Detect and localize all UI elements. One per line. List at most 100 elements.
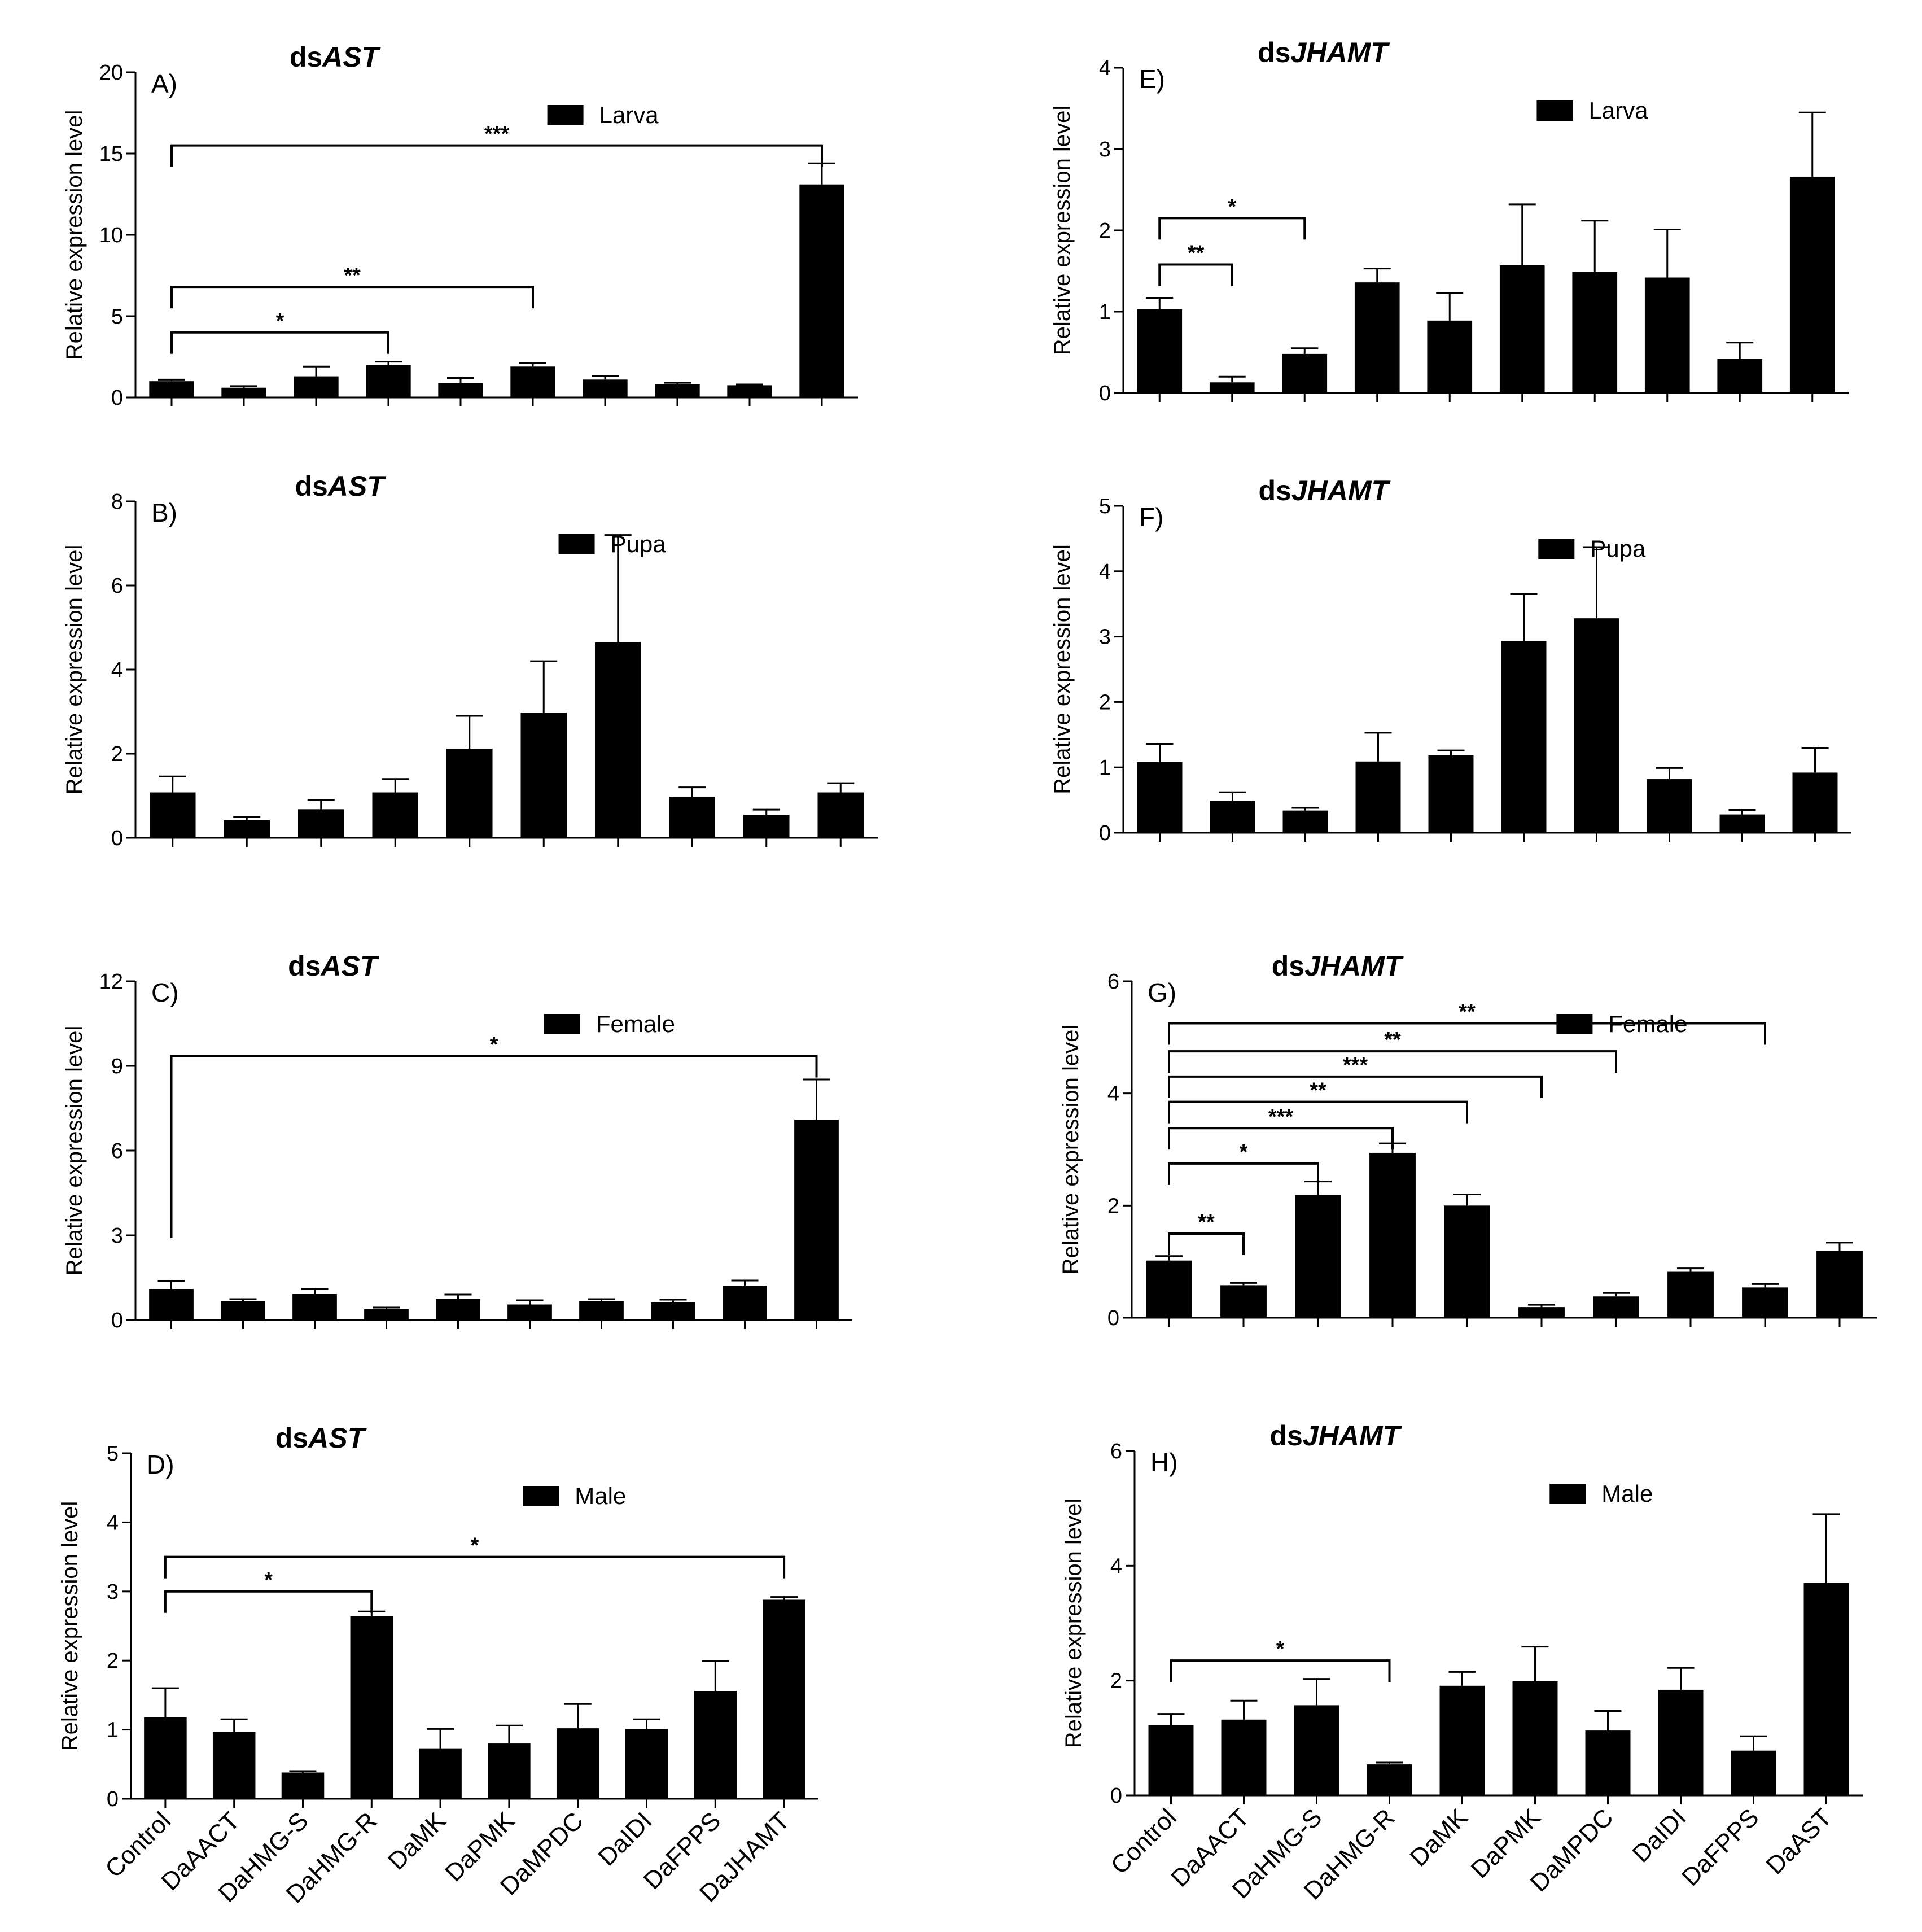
y-tick-label: 2: [1107, 1194, 1119, 1218]
bar-dampdc: [1585, 1730, 1631, 1795]
x-tick-label: DaAST: [1761, 1803, 1837, 1879]
bar-dampdc: [1572, 272, 1618, 393]
bar-daidi: [1658, 1689, 1704, 1795]
bar-control: [1148, 1725, 1194, 1795]
bar-daidi: [1667, 1271, 1714, 1318]
bar-dahmg-s: [297, 809, 344, 838]
x-tick-label: DaIDI: [1627, 1803, 1691, 1868]
y-tick-label: 2: [1099, 219, 1111, 243]
chart-title: dsJHAMT: [1258, 475, 1391, 506]
bar-daaact: [1220, 1285, 1267, 1318]
significance-bracket: [1168, 1022, 1766, 1045]
legend-label: Larva: [1588, 97, 1648, 124]
bar-dahmg-s: [281, 1772, 325, 1799]
significance-bracket: [1168, 1100, 1468, 1124]
title-prefix: ds: [290, 41, 322, 73]
y-tick-label: 2: [1110, 1669, 1122, 1693]
title-gene: JHAMT: [1290, 37, 1390, 68]
y-tick-label: 4: [1107, 1082, 1119, 1106]
bar-dapmk: [510, 366, 555, 397]
legend-label: Male: [1601, 1480, 1653, 1507]
y-tick-label: 4: [1099, 56, 1111, 80]
significance-bracket: [170, 286, 534, 309]
significance-label: *: [490, 1033, 498, 1057]
significance-label: *: [1276, 1637, 1285, 1661]
bar-dafpps: [1717, 359, 1763, 393]
bar-dapmk: [1501, 641, 1547, 833]
legend-label: Female: [596, 1011, 675, 1037]
y-tick-label: 5: [1099, 495, 1111, 518]
significance-bracket: [170, 144, 823, 167]
significance-label: ***: [484, 123, 510, 146]
bar-dajhamt: [799, 184, 844, 397]
bar-damk: [419, 1748, 462, 1799]
y-tick-label: 2: [107, 1649, 119, 1673]
bar-dapmk: [507, 1304, 552, 1320]
x-tick-label: DaMK: [383, 1807, 451, 1875]
y-axis-label: Relative expression level: [58, 1501, 82, 1751]
bar-dahmg-r: [1367, 1764, 1412, 1795]
title-prefix: ds: [1258, 475, 1291, 506]
title-gene: AST: [307, 1422, 367, 1454]
bar-dapmk: [1512, 1681, 1558, 1795]
bar-dafpps: [727, 385, 772, 397]
bar-dahmg-r: [350, 1616, 393, 1799]
y-axis-label: Relative expression level: [1050, 106, 1075, 355]
legend-label: Larva: [599, 102, 659, 128]
bar-dapmk: [488, 1743, 531, 1799]
bar-dafpps: [1731, 1750, 1776, 1795]
bar-dahmg-r: [1369, 1152, 1416, 1318]
y-axis-label: Relative expression level: [62, 1026, 87, 1275]
bar-daidi: [1647, 779, 1692, 833]
y-axis-label: Relative expression level: [62, 545, 87, 794]
y-tick-label: 0: [1110, 1784, 1122, 1808]
significance-label: *: [276, 309, 284, 333]
title-prefix: ds: [295, 470, 327, 502]
y-axis-label: Relative expression level: [62, 110, 87, 360]
legend-swatch: [1536, 100, 1573, 121]
bar-daaact: [1221, 1719, 1267, 1795]
significance-label: ***: [1343, 1054, 1368, 1077]
bar-damk: [438, 383, 483, 397]
legend-swatch: [1538, 539, 1575, 559]
significance-bracket: [1158, 217, 1306, 240]
legend-swatch: [1549, 1484, 1586, 1504]
y-tick-label: 6: [111, 574, 123, 598]
y-tick-label: 6: [1110, 1440, 1122, 1463]
bar-dajhamt: [763, 1599, 805, 1799]
significance-label: *: [1228, 195, 1236, 218]
y-tick-label: 4: [1110, 1554, 1122, 1578]
x-tick-label: DaIDI: [593, 1807, 657, 1871]
y-tick-label: 15: [99, 142, 123, 166]
y-tick-label: 6: [1107, 970, 1119, 994]
title-gene: AST: [327, 470, 387, 502]
bar-dahmg-r: [366, 365, 411, 397]
y-tick-label: 4: [1099, 560, 1111, 584]
title-gene: JHAMT: [1303, 1420, 1403, 1452]
bar-control: [149, 381, 194, 397]
panel-letter: A): [151, 69, 177, 98]
y-tick-label: 10: [99, 224, 123, 247]
bar-damk: [1428, 755, 1474, 833]
bar-dampdc: [556, 1728, 599, 1799]
y-tick-label: 0: [1099, 382, 1111, 405]
x-tick-label: DaFPPS: [1676, 1803, 1765, 1891]
panel-c: 0 3 6 9 12 Relative expression level C) dsAST Fe…: [62, 950, 852, 1332]
panel-letter: C): [151, 978, 179, 1007]
y-tick-label: 3: [107, 1580, 119, 1604]
significance-bracket: [1168, 1075, 1543, 1098]
bar-daidi: [669, 796, 716, 838]
bar-dahmg-s: [1282, 810, 1328, 833]
y-axis-label: Relative expression level: [1058, 1025, 1083, 1274]
y-tick-label: 3: [1099, 626, 1111, 649]
bar-daidi: [1644, 277, 1690, 393]
panel-e: 0 1 2 3 4 Relative expression level E) dsJHAMT L…: [1050, 37, 1849, 405]
bar-damk: [1444, 1205, 1490, 1318]
bar-daaact: [221, 387, 266, 397]
legend-label: Pupa: [1590, 535, 1646, 562]
y-tick-label: 0: [111, 827, 123, 850]
